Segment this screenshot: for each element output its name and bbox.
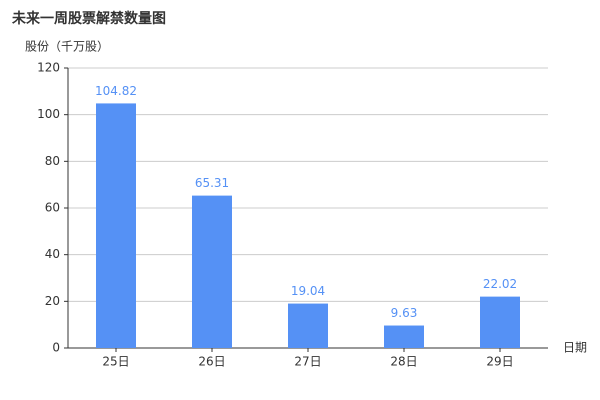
bar <box>192 195 232 348</box>
y-tick-label: 80 <box>45 154 60 168</box>
x-tick-label: 26日 <box>198 355 225 369</box>
y-tick-label: 20 <box>45 294 60 308</box>
chart-title: 未来一周股票解禁数量图 <box>12 10 166 27</box>
x-tick-label: 27日 <box>294 355 321 369</box>
value-label: 9.63 <box>391 306 418 320</box>
x-tick-label: 25日 <box>102 355 129 369</box>
bar <box>96 103 136 348</box>
x-tick-label: 28日 <box>390 355 417 369</box>
value-label: 104.82 <box>95 84 137 98</box>
y-tick-label: 60 <box>45 201 60 215</box>
x-axis-label: 日期 <box>563 341 587 355</box>
y-tick-label: 0 <box>52 341 60 355</box>
y-tick-label: 120 <box>37 61 60 75</box>
value-label: 65.31 <box>195 176 229 190</box>
value-label: 22.02 <box>483 277 517 291</box>
y-axis-label: 股份（千万股） <box>25 40 109 54</box>
bar <box>288 303 328 348</box>
bar <box>480 296 520 348</box>
y-tick-label: 40 <box>45 247 60 261</box>
bar <box>384 325 424 348</box>
value-label: 19.04 <box>291 284 325 298</box>
x-tick-label: 29日 <box>486 355 513 369</box>
y-tick-label: 100 <box>37 107 60 121</box>
